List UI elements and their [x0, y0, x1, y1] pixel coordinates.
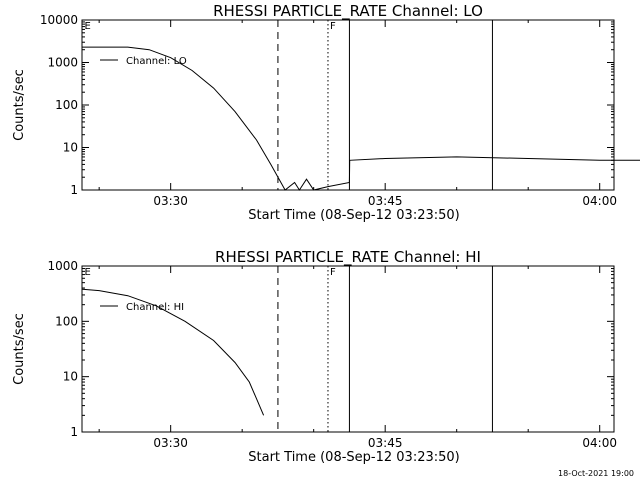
- y-tick-label: 1: [70, 183, 78, 197]
- y-tick-label: 1000: [47, 56, 78, 70]
- y-axis-label-2: Counts/sec: [12, 313, 27, 385]
- chart-title-1: RHESSI PARTICLE_RATE Channel: LO: [213, 2, 483, 21]
- x-tick-label: 03:30: [153, 194, 188, 208]
- marker-label: E: [84, 267, 90, 278]
- marker-label: F: [330, 21, 336, 32]
- y-tick-label: 10: [63, 141, 78, 155]
- legend-label-1: Channel: LO: [126, 56, 187, 67]
- y-axis-label-1: Counts/sec: [12, 69, 27, 141]
- y-tick-label: 100: [55, 314, 78, 328]
- data-series-line-2-1: [82, 288, 265, 416]
- x-tick-label: 04:00: [582, 436, 617, 450]
- x-tick-label: 04:00: [582, 194, 617, 208]
- plot-frame-1: [81, 19, 615, 191]
- plot-frame-2: [81, 265, 615, 433]
- legend-label-2: Channel: HI: [126, 302, 184, 313]
- chart-title-2: RHESSI PARTICLE_RATE Channel: HI: [215, 248, 481, 267]
- x-tick-label: 03:30: [153, 436, 188, 450]
- marker-label: E: [84, 21, 90, 32]
- x-axis-label-2: Start Time (08-Sep-12 03:23:50): [248, 450, 459, 465]
- y-tick-label: 1000: [47, 259, 78, 273]
- x-axis-label-1: Start Time (08-Sep-12 03:23:50): [248, 208, 459, 223]
- timestamp-label: 18-Oct-2021 19:00: [558, 469, 634, 478]
- marker-label: F: [330, 267, 336, 278]
- y-tick-label: 100: [55, 98, 78, 112]
- data-series-line-1-1: [82, 46, 640, 191]
- x-tick-label: 03:45: [368, 436, 403, 450]
- y-tick-label: 10: [63, 370, 78, 384]
- y-tick-label: 10000: [40, 13, 78, 27]
- y-tick-label: 1: [70, 425, 78, 439]
- x-tick-label: 03:45: [368, 194, 403, 208]
